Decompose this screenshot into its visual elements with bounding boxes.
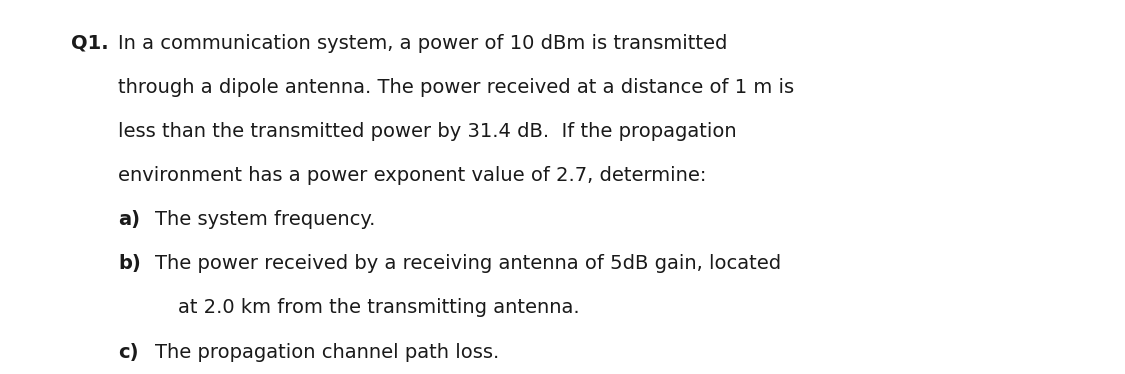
- Text: a): a): [118, 210, 141, 229]
- Text: environment has a power exponent value of 2.7, determine:: environment has a power exponent value o…: [118, 166, 706, 185]
- Text: at 2.0 km from the transmitting antenna.: at 2.0 km from the transmitting antenna.: [178, 298, 579, 318]
- Text: The power received by a receiving antenna of 5dB gain, located: The power received by a receiving antenn…: [155, 254, 782, 273]
- Text: c): c): [118, 343, 138, 362]
- Text: less than the transmitted power by 31.4 dB.  If the propagation: less than the transmitted power by 31.4 …: [118, 122, 737, 141]
- Text: Q1.: Q1.: [71, 34, 108, 53]
- Text: In a communication system, a power of 10 dBm is transmitted: In a communication system, a power of 10…: [118, 34, 728, 53]
- Text: The propagation channel path loss.: The propagation channel path loss.: [155, 343, 500, 362]
- Text: through a dipole antenna. The power received at a distance of 1 m is: through a dipole antenna. The power rece…: [118, 78, 794, 97]
- Text: b): b): [118, 254, 141, 273]
- Text: The system frequency.: The system frequency.: [155, 210, 376, 229]
